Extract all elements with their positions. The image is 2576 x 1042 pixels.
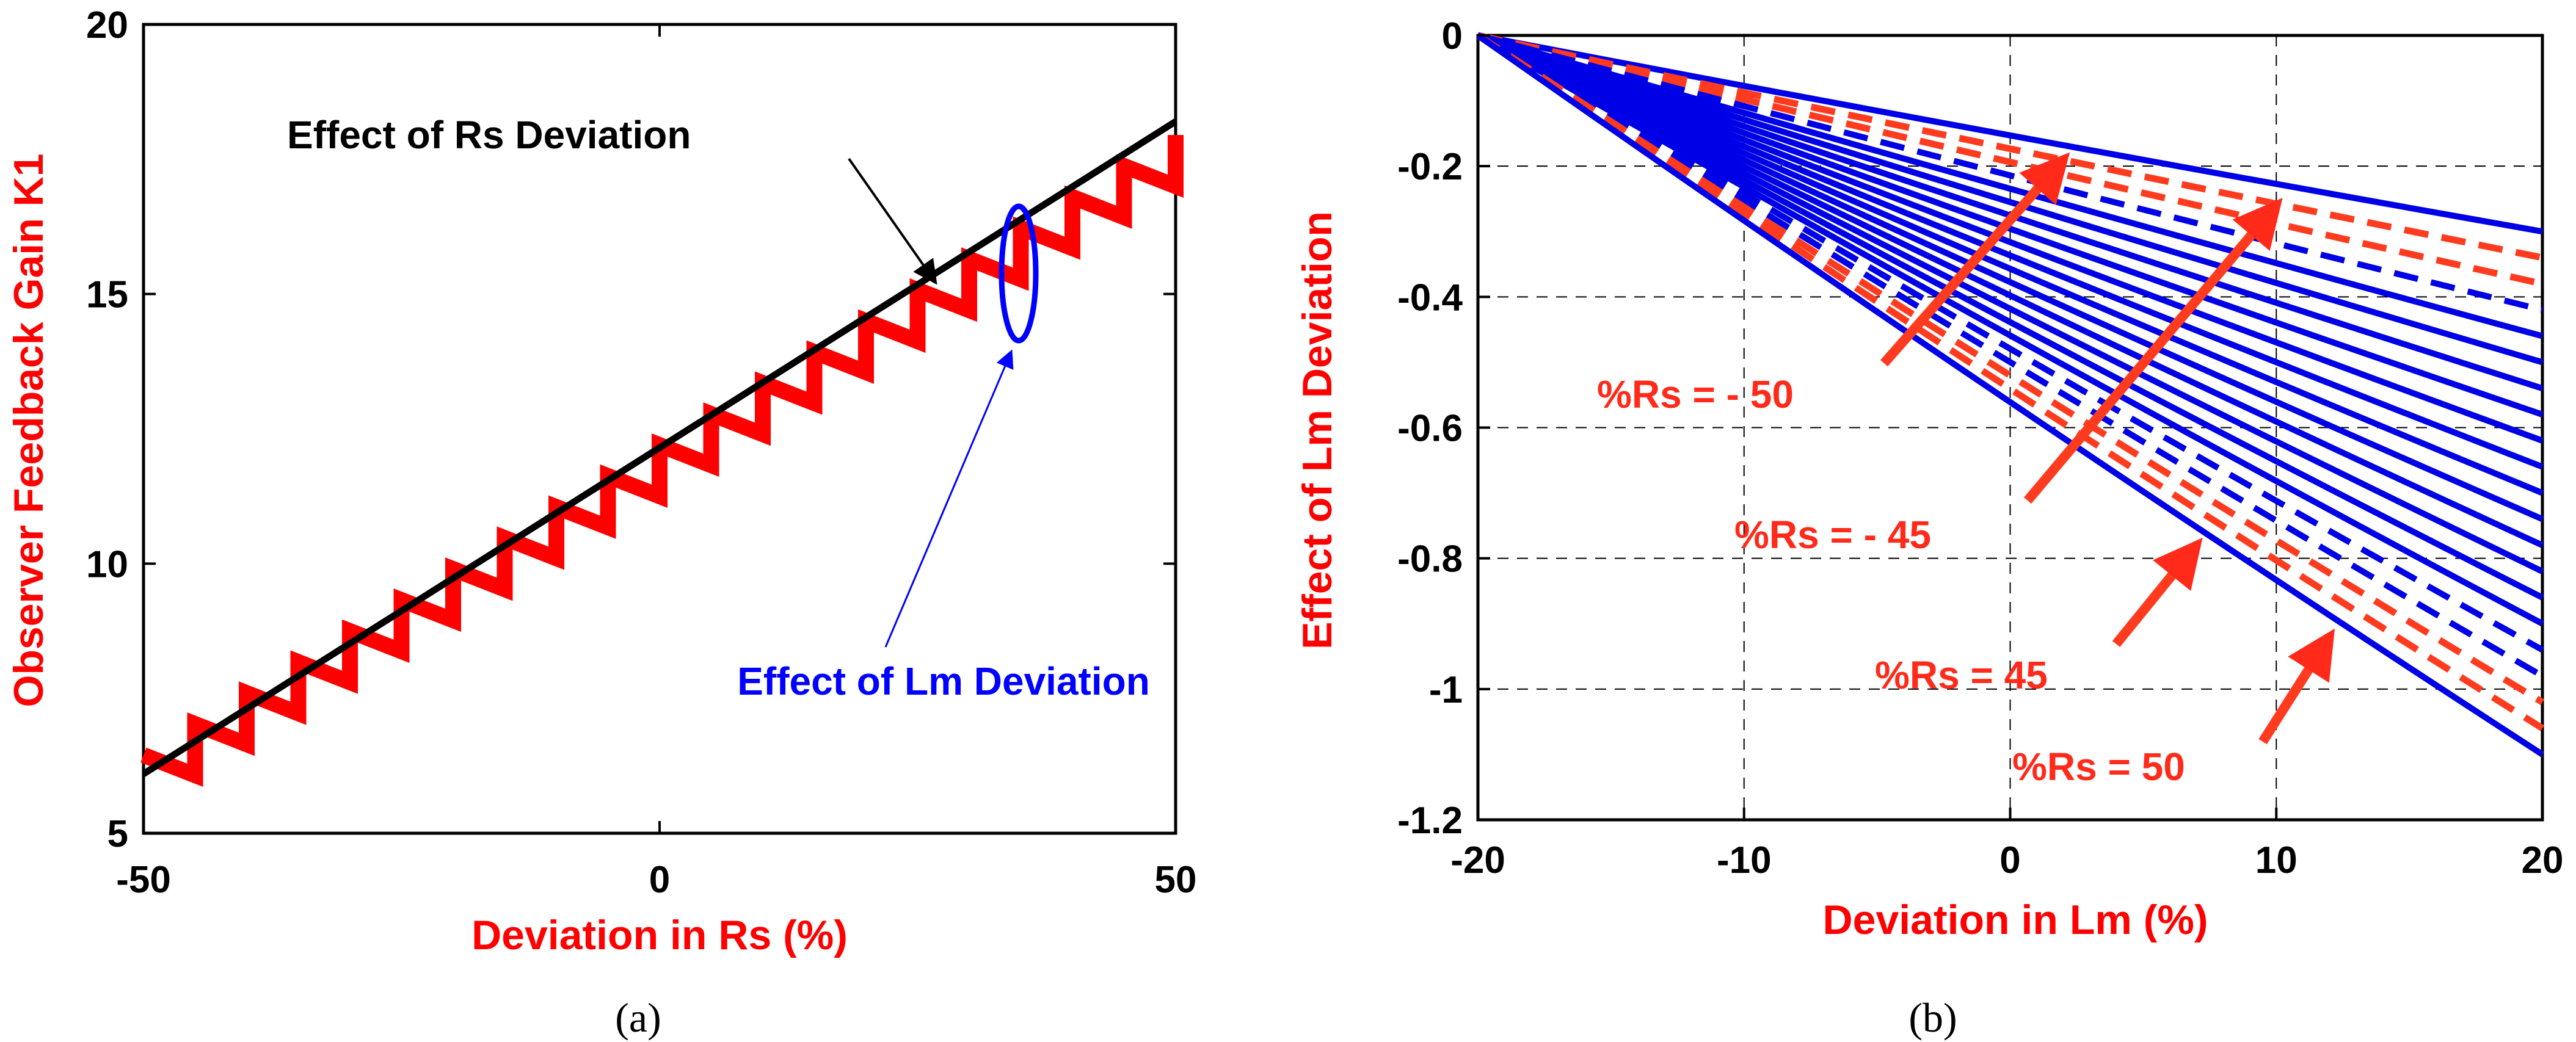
panel-a-x-axis-label: Deviation in Rs (%) [471,912,848,958]
series-rs-highlight-curve [1477,32,2544,261]
panel-b-y-tick-label: -0.2 [1397,146,1463,188]
series-label-arrow [2112,537,2203,648]
label-rs-minus-50: %Rs = - 50 [1597,372,1794,416]
series-lm-family-curve [1477,32,2544,339]
series-rs-highlight-curve [1475,32,2544,705]
series-label-arrow [2258,628,2335,745]
panel-a-y-tick-label: 10 [86,543,128,585]
series-rs-highlight-curve [1477,32,2544,288]
panel-a-x-tick-label: 50 [1155,859,1197,901]
series-lm-family-curve [1476,32,2544,653]
panel-b-x-tick-label: -10 [1717,839,1772,881]
annotation-lm-deviation-arrow [884,349,1014,648]
series-lm-family-curve [1477,32,2544,444]
series-lm-family-curve [1476,32,2544,627]
series-lm-family-curve [1476,32,2544,574]
panel-a-x-tick-label: -50 [116,859,171,901]
panel-b-annotations: %Rs = - 50 %Rs = - 45 %Rs = 45 %Rs = 50 [1597,152,2335,789]
panel-a-x-tick-label: 0 [649,859,670,901]
panel-b-x-tick-label: 10 [2255,839,2298,881]
chart-panel-b: -20 -10 0 10 20 0 -0.2 -0.4 -0.6 -0.8 -1 -1.2 Effec… [1294,15,2563,1041]
panel-b-y-tick-label: -0.4 [1397,277,1463,319]
panel-a-y-tick-label: 5 [107,813,128,855]
series-lm-family-curve [1477,32,2544,470]
panel-b-y-tick-label: -1.2 [1397,800,1463,842]
panel-b-y-tick-label: -0.8 [1397,538,1463,581]
series-lm-family-curve [1477,32,2543,235]
panel-a-ticks: -50 0 50 5 10 15 20 [86,4,1196,901]
series-lm-family-curve [1477,32,2544,366]
label-rs-minus-45: %Rs = - 45 [1734,513,1931,557]
panel-a-y-tick-label: 15 [86,274,128,316]
panel-a-plot-frame [142,23,1177,835]
panel-b-x-tick-label: 0 [1999,839,2020,881]
series-lm-family-curve [1476,32,2544,601]
annotation-lm-deviation: Effect of Lm Deviation [737,659,1150,703]
series-label-arrow [1880,152,2070,367]
series-label-arrow [2023,198,2283,504]
panel-b-caption: (b) [1908,994,1957,1041]
panel-a-y-tick-label: 20 [86,4,128,46]
label-rs-plus-45: %Rs = 45 [1875,653,2048,697]
panel-b-y-tick-label: -0.6 [1397,408,1463,450]
panel-b-y-axis-label: Effect of Lm Deviation [1294,211,1341,649]
annotation-rs-deviation-arrow [848,157,937,285]
series-lm-family-curve [1477,32,2544,313]
panel-b-x-axis-label: Deviation in Lm (%) [1823,897,2208,943]
panel-a-caption: (a) [615,994,661,1041]
series-lm-family-curve [1476,32,2544,548]
lm-deviation-highlight-ellipse [999,203,1039,344]
series-lm-family-curve [1477,32,2544,418]
series-lm-family-curve [1476,32,2544,496]
series-lm-family-curve [1476,32,2544,758]
label-rs-plus-50: %Rs = 50 [2012,745,2185,789]
panel-b-x-tick-label: -20 [1450,839,1505,881]
panel-b-series [1475,32,2544,758]
panel-b-y-tick-label: -1 [1429,669,1463,711]
series-rs-highlight-curve [1475,32,2544,731]
series-lm-family-curve [1476,32,2544,679]
annotation-rs-deviation: Effect of Rs Deviation [287,113,691,157]
panel-a-y-axis-label: Observer Feedback Gain K1 [5,153,52,707]
panel-b-grid [1478,35,2542,820]
panel-b-x-tick-label: 20 [2522,839,2564,881]
series-lm-family-curve [1476,32,2544,522]
panel-b-ticks: -20 -10 0 10 20 0 -0.2 -0.4 -0.6 -0.8 -1 -1.2 [1397,15,2563,881]
panel-b-y-tick-label: 0 [1442,15,1463,57]
